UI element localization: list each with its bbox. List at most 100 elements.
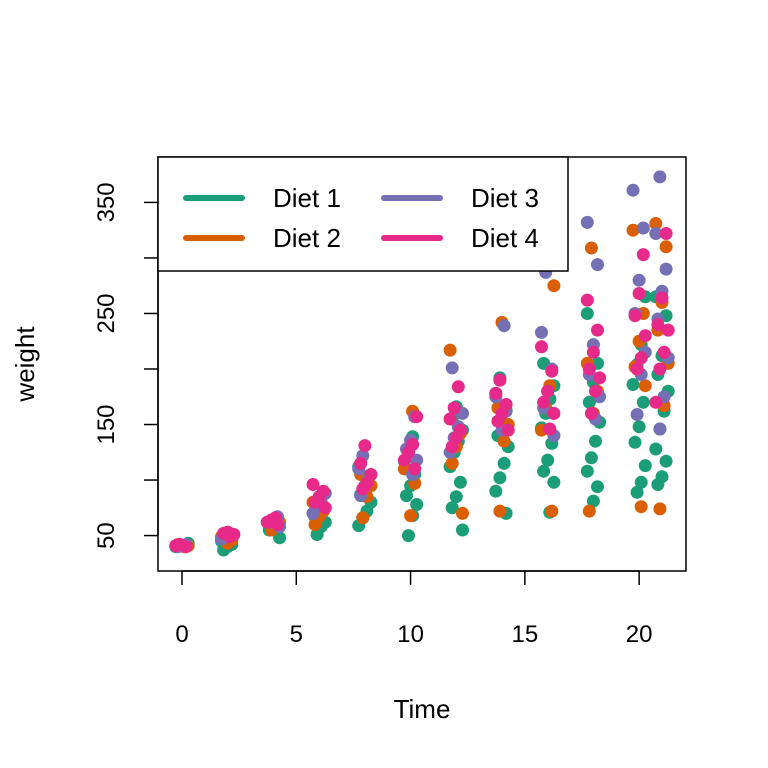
data-point xyxy=(445,501,459,515)
y-tick-label: 150 xyxy=(93,404,120,444)
y-tick-label: 50 xyxy=(93,522,120,549)
data-point xyxy=(402,529,415,543)
data-point xyxy=(445,456,459,470)
legend: Diet 1 Diet 2 Diet 3 Diet 4 xyxy=(157,156,569,272)
data-point xyxy=(535,325,548,339)
data-point xyxy=(580,464,594,478)
x-axis: 0 5 10 15 20 xyxy=(175,570,653,648)
data-point xyxy=(497,456,511,470)
data-point xyxy=(584,241,598,255)
data-point xyxy=(649,217,663,230)
data-point xyxy=(453,475,467,489)
data-point xyxy=(537,395,551,409)
data-point xyxy=(501,423,515,437)
data-point xyxy=(406,438,420,451)
data-point xyxy=(364,468,378,481)
y-axis: 50 150 250 350 xyxy=(93,182,159,549)
data-point xyxy=(547,406,561,420)
data-point xyxy=(499,398,513,411)
data-point xyxy=(661,323,675,337)
data-point xyxy=(221,525,235,539)
data-point xyxy=(591,323,604,337)
data-point xyxy=(493,471,507,485)
data-point xyxy=(638,379,652,393)
data-point xyxy=(634,475,648,489)
data-point xyxy=(653,502,667,516)
data-point xyxy=(541,453,555,467)
data-point xyxy=(586,345,600,359)
data-point xyxy=(626,378,640,391)
data-point xyxy=(451,380,465,394)
data-point xyxy=(537,464,551,478)
data-point xyxy=(634,351,648,365)
data-point xyxy=(547,475,561,489)
data-point xyxy=(489,386,503,400)
data-point xyxy=(584,406,598,420)
data-point xyxy=(489,484,503,498)
data-point xyxy=(356,511,370,525)
data-point xyxy=(653,170,667,184)
x-tick-label: 15 xyxy=(512,621,539,648)
data-point xyxy=(651,318,665,332)
data-point xyxy=(636,248,650,262)
data-point xyxy=(649,395,663,409)
data-point xyxy=(580,215,594,229)
x-tick-label: 10 xyxy=(397,621,424,648)
data-point xyxy=(453,423,467,437)
legend-label: Diet 4 xyxy=(471,223,539,253)
data-point xyxy=(586,494,600,508)
data-point xyxy=(316,484,330,498)
data-point xyxy=(649,227,663,240)
data-point xyxy=(410,410,424,424)
data-point xyxy=(456,523,469,537)
data-point xyxy=(497,434,511,448)
data-point xyxy=(593,371,607,385)
data-point xyxy=(445,361,459,375)
y-tick-label: 350 xyxy=(93,182,120,222)
data-point xyxy=(632,287,646,300)
data-point xyxy=(636,395,650,409)
data-point xyxy=(638,459,652,473)
data-point xyxy=(173,538,187,551)
data-point xyxy=(591,480,604,494)
data-point xyxy=(582,504,596,518)
data-point xyxy=(358,439,372,453)
data-point xyxy=(626,223,640,237)
data-point xyxy=(447,401,461,415)
data-point xyxy=(638,329,652,343)
data-point xyxy=(630,362,644,376)
data-point xyxy=(580,307,594,320)
data-point xyxy=(443,343,457,357)
data-point xyxy=(632,420,646,434)
data-point xyxy=(657,345,671,359)
x-tick-label: 20 xyxy=(626,621,653,648)
data-point xyxy=(443,412,457,426)
data-point xyxy=(649,442,663,456)
data-point xyxy=(541,384,555,398)
data-point xyxy=(580,293,594,307)
data-point xyxy=(273,531,287,545)
data-point xyxy=(628,309,642,323)
data-point xyxy=(659,454,673,468)
x-tick-label: 5 xyxy=(290,621,303,648)
x-axis-title: Time xyxy=(394,694,451,724)
series-4 xyxy=(169,227,675,554)
y-axis-title: weight xyxy=(10,326,40,403)
data-point xyxy=(410,498,424,511)
data-point xyxy=(630,408,644,421)
data-point xyxy=(545,504,559,518)
legend-label: Diet 1 xyxy=(273,183,341,213)
data-point xyxy=(535,340,548,354)
data-point xyxy=(547,279,561,293)
data-point xyxy=(659,240,673,254)
data-point xyxy=(269,511,282,525)
data-point xyxy=(589,434,602,448)
points-layer xyxy=(169,170,675,557)
data-point xyxy=(653,422,667,436)
y-tick-label: 250 xyxy=(93,293,120,333)
data-point xyxy=(582,395,596,409)
data-point xyxy=(543,422,557,436)
x-tick-label: 0 xyxy=(175,621,188,648)
